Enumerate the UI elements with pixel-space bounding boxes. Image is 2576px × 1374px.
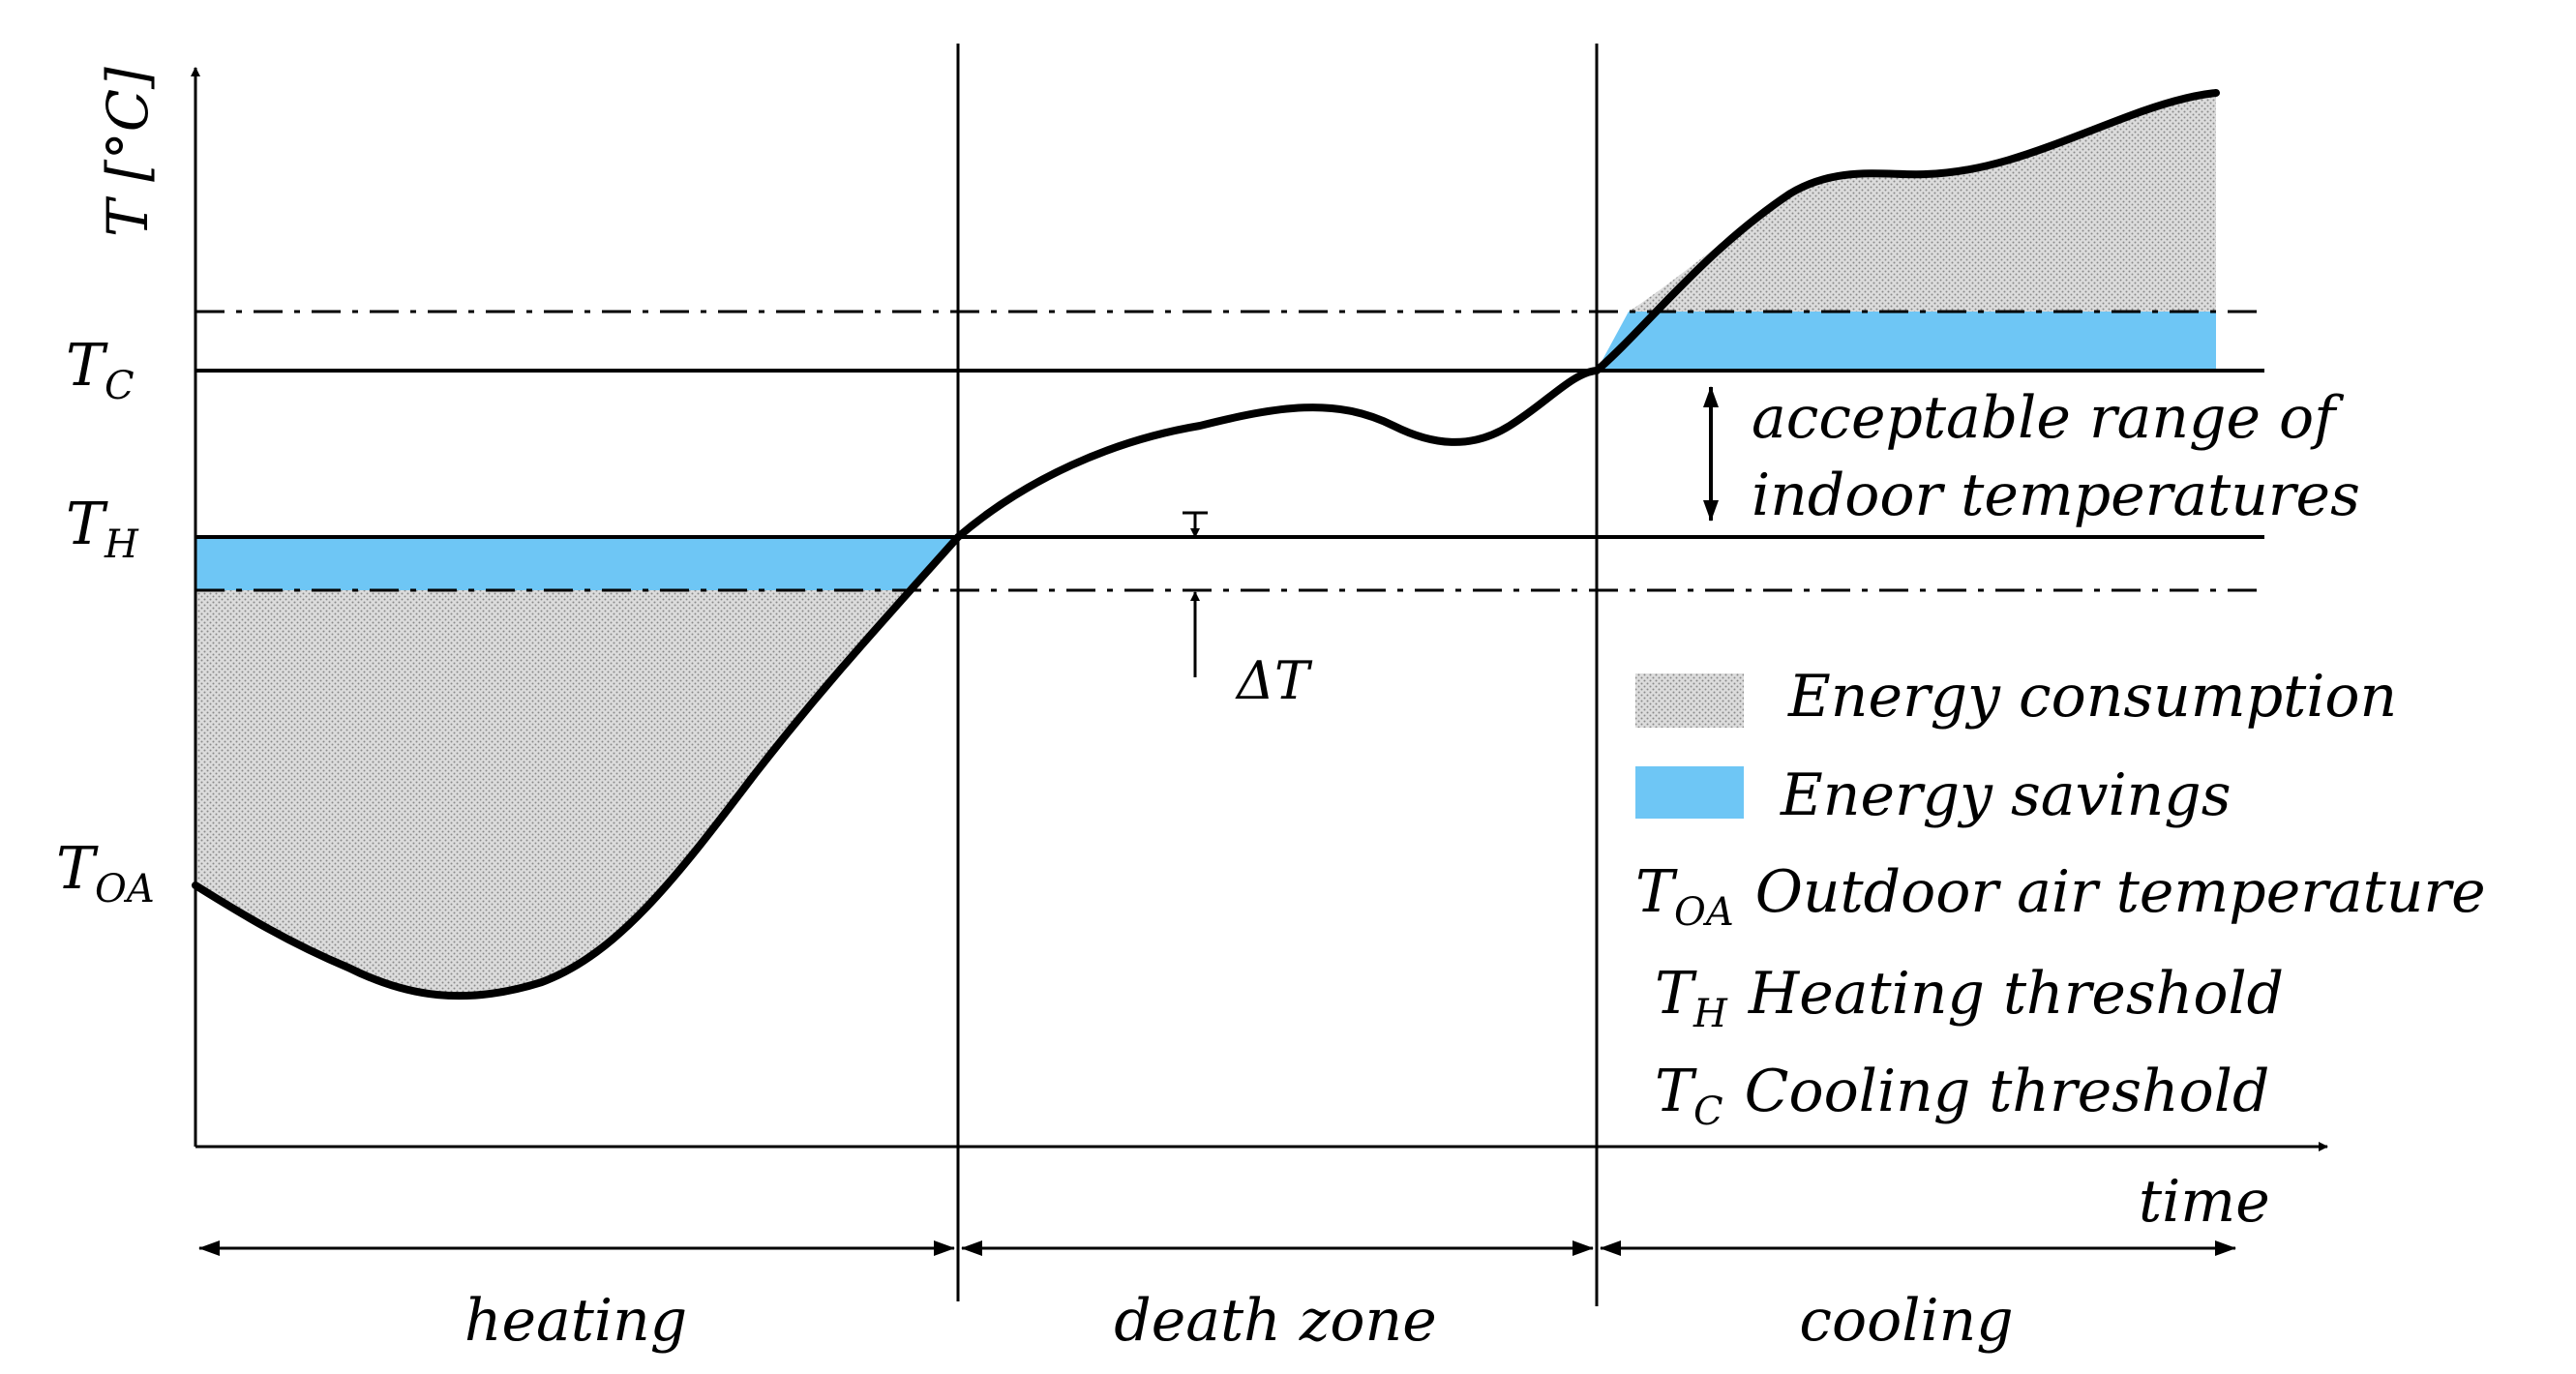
legend: Energy consumption Energy savings TOA Out… [1635,663,2486,1134]
legend-t-c: TC Cooling threshold [1655,1058,2269,1134]
cooling-savings-band [1597,312,2216,371]
legend-t-oa: TOA Outdoor air temperature [1635,858,2486,935]
t-c-label: TC [66,332,135,408]
heating-consumption-area [195,590,905,997]
y-axis-label: T [°C] [95,67,161,237]
t-oa-label: TOA [56,835,155,911]
legend-t-h: TH Heating threshold [1655,960,2284,1036]
delta-t-label: ΔT [1235,650,1313,711]
acceptable-range-line2: indoor temperatures [1752,462,2360,529]
legend-savings-label: Energy savings [1780,762,2232,829]
legend-consumption-swatch [1635,673,1744,728]
heating-savings-band [195,537,958,590]
x-axis-label: time [2139,1168,2270,1236]
zone-label-heating: heating [464,1287,687,1355]
outdoor-temperature-curve [192,89,2220,1001]
legend-savings-swatch [1635,766,1744,819]
t-h-label: TH [66,491,139,567]
cooling-consumption-area [1629,93,2216,312]
savings-band-trim-cool [1597,312,1629,371]
zone-label-cooling: cooling [1799,1287,2013,1355]
acceptable-range-line1: acceptable range of [1752,384,2345,452]
zone-label-dead: death zone [1114,1287,1436,1355]
legend-consumption-label: Energy consumption [1787,663,2397,731]
